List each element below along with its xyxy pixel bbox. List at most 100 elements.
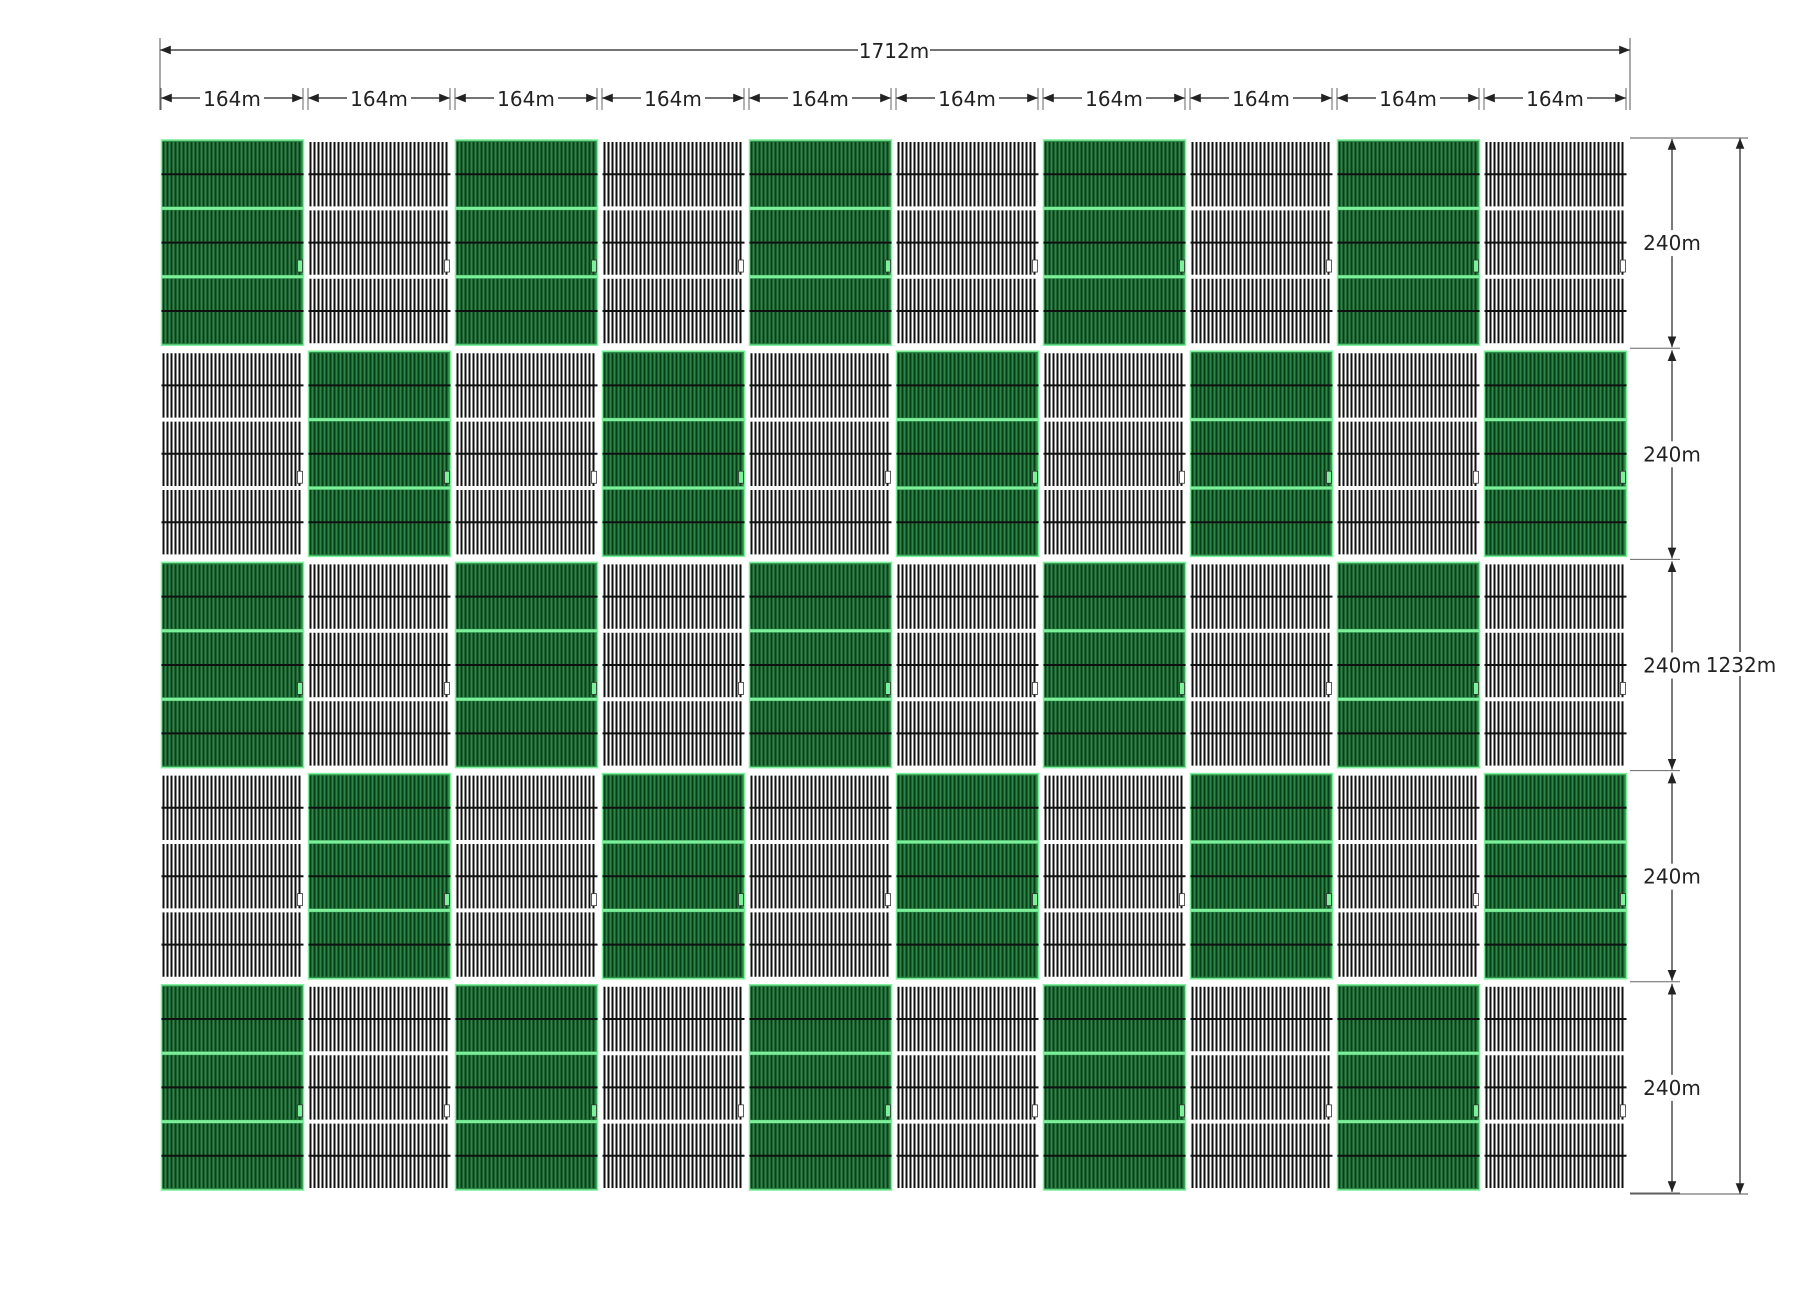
inverter-icon bbox=[1473, 259, 1479, 273]
panel-block-green bbox=[1189, 350, 1334, 558]
panel-row bbox=[1484, 564, 1627, 629]
panel-row bbox=[161, 421, 304, 486]
inverter-icon bbox=[738, 259, 744, 273]
column-dimension: 164m bbox=[1189, 86, 1333, 111]
panel-row bbox=[1484, 775, 1627, 840]
panel-row bbox=[455, 421, 598, 486]
panel-row bbox=[602, 142, 745, 207]
column-width-label: 164m bbox=[1526, 87, 1584, 111]
panel-row bbox=[602, 421, 745, 486]
column-dimension: 164m bbox=[1336, 86, 1480, 111]
inverter-icon bbox=[1032, 259, 1038, 273]
panel-row bbox=[602, 1055, 745, 1120]
panel-row bbox=[602, 775, 745, 840]
panel-block-green bbox=[601, 350, 746, 558]
panel-block-green bbox=[160, 139, 305, 346]
panel-block-green bbox=[1042, 561, 1187, 769]
panel-row bbox=[896, 632, 1039, 698]
panel-row bbox=[896, 210, 1039, 275]
panel-row bbox=[896, 353, 1039, 418]
panel-row bbox=[455, 1055, 598, 1120]
panel-block-green bbox=[601, 772, 746, 980]
panel-row bbox=[896, 421, 1039, 486]
panel-row bbox=[1484, 421, 1627, 486]
panel-row bbox=[455, 210, 598, 275]
row-height-label: 240m bbox=[1643, 442, 1701, 466]
inverter-icon bbox=[1473, 1104, 1479, 1118]
panel-row bbox=[1190, 142, 1333, 207]
panel-row bbox=[1190, 775, 1333, 840]
column-dimension: 164m bbox=[748, 86, 892, 111]
panel-row bbox=[896, 1123, 1039, 1188]
column-dimension: 164m bbox=[601, 86, 745, 111]
panel-row bbox=[308, 353, 451, 418]
panel-row bbox=[602, 490, 745, 555]
panel-row bbox=[1043, 564, 1186, 629]
panel-row bbox=[602, 986, 745, 1052]
inverter-icon bbox=[1179, 470, 1185, 484]
inverter-icon bbox=[1620, 259, 1626, 273]
panel-row bbox=[1337, 701, 1480, 766]
panel-row bbox=[161, 632, 304, 698]
panel-row bbox=[1043, 142, 1186, 207]
row-dimension: 240m bbox=[1630, 983, 1704, 1194]
column-label-bg bbox=[788, 86, 852, 110]
inverter-icon bbox=[591, 682, 597, 695]
panel-row bbox=[896, 844, 1039, 909]
inverter-icon bbox=[1032, 470, 1038, 484]
inverter-icon bbox=[738, 682, 744, 695]
inverter-icon bbox=[1326, 682, 1332, 695]
panel-block-green bbox=[454, 139, 599, 346]
panel-row bbox=[602, 912, 745, 977]
panel-block-green bbox=[160, 561, 305, 769]
panel-row bbox=[749, 353, 892, 418]
panel-row bbox=[308, 1055, 451, 1120]
column-label-bg bbox=[200, 86, 264, 110]
row-label-bg bbox=[1640, 230, 1704, 257]
panel-row bbox=[161, 278, 304, 344]
panel-block-white bbox=[602, 984, 745, 1190]
panel-row bbox=[455, 142, 598, 207]
column-label-bg bbox=[494, 86, 558, 110]
panel-row bbox=[1337, 210, 1480, 275]
row-height-label: 240m bbox=[1643, 865, 1701, 889]
panel-row bbox=[749, 701, 892, 766]
inverter-icon bbox=[444, 893, 450, 907]
inverter-icon bbox=[297, 470, 303, 484]
row-height-label: 240m bbox=[1643, 1076, 1701, 1100]
total-height-label: 1232m bbox=[1706, 653, 1776, 677]
panel-row bbox=[308, 632, 451, 698]
inverter-icon bbox=[591, 893, 597, 907]
panel-row bbox=[1190, 564, 1333, 629]
panel-row bbox=[1043, 775, 1186, 840]
panel-row bbox=[308, 564, 451, 629]
panel-block-green bbox=[895, 772, 1040, 980]
panel-row bbox=[455, 775, 598, 840]
column-label-bg bbox=[935, 86, 999, 110]
panel-row bbox=[749, 632, 892, 698]
panel-block-white bbox=[161, 351, 304, 557]
panel-row bbox=[1043, 421, 1186, 486]
panel-row bbox=[896, 775, 1039, 840]
row-label-bg bbox=[1640, 863, 1704, 890]
panel-block-green bbox=[1042, 984, 1187, 1191]
panel-row bbox=[1043, 912, 1186, 977]
inverter-icon bbox=[1179, 1104, 1185, 1118]
panel-block-white bbox=[1190, 562, 1333, 768]
panel-row bbox=[602, 210, 745, 275]
panel-row bbox=[161, 1123, 304, 1188]
panel-row bbox=[749, 421, 892, 486]
panel-row bbox=[1484, 632, 1627, 698]
column-width-label: 164m bbox=[1232, 87, 1290, 111]
panel-row bbox=[1484, 701, 1627, 766]
column-width-label: 164m bbox=[791, 87, 849, 111]
panel-row bbox=[308, 210, 451, 275]
panel-row bbox=[308, 142, 451, 207]
panel-block-green bbox=[454, 561, 599, 769]
panel-row bbox=[1043, 1123, 1186, 1188]
inverter-icon bbox=[1473, 893, 1479, 907]
inverter-icon bbox=[1620, 470, 1626, 484]
panel-block-white bbox=[1484, 984, 1627, 1190]
panel-row bbox=[1484, 353, 1627, 418]
panel-row bbox=[602, 278, 745, 344]
